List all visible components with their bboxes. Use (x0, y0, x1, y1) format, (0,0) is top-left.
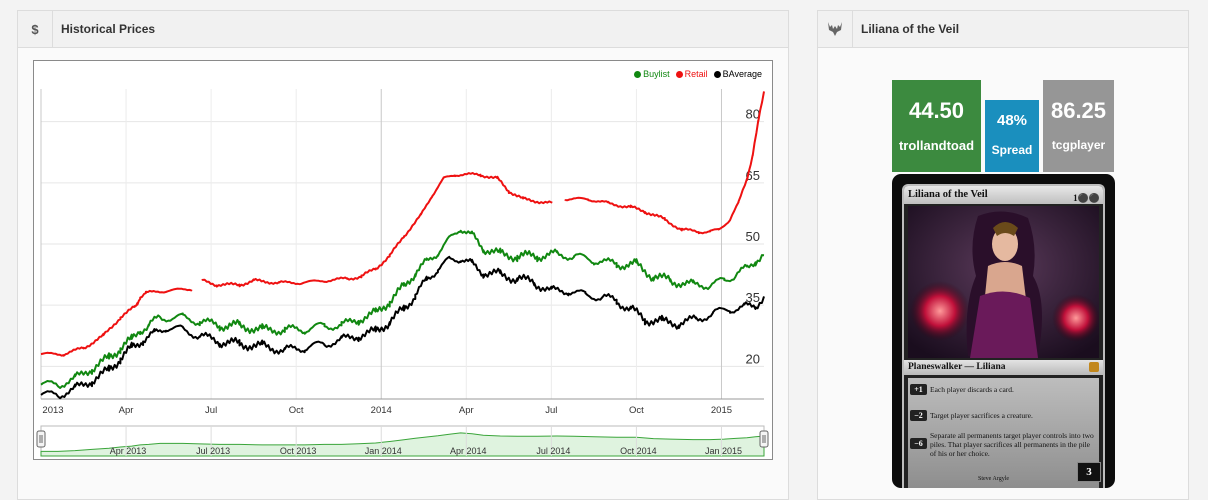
wolf-head-icon (818, 11, 853, 47)
x-tick-label: Apr (459, 405, 474, 416)
navigator-tick-label: Apr 2014 (450, 446, 487, 456)
card-name-bar: Liliana of the Veil 1⚫⚫ (904, 186, 1103, 204)
y-tick-label: 80 (746, 107, 760, 122)
set-symbol-icon (1089, 362, 1099, 372)
navigator-tick-label: Jan 2015 (705, 446, 742, 456)
legend-dot-icon (713, 70, 721, 78)
navigator-tick-label: Jul 2013 (196, 446, 230, 456)
spread-box: 48% Spread (985, 100, 1039, 172)
ability-text: Each player discards a card. (930, 385, 1014, 394)
ability-text: Target player sacrifices a creature. (930, 411, 1033, 420)
legend-retail[interactable]: Retail (675, 69, 708, 79)
series-line-retail[interactable] (40, 91, 765, 357)
card-artist: Steve Argyle (978, 476, 1010, 482)
navigator-tick-label: Jan 2014 (365, 446, 402, 456)
navigator-series (40, 432, 765, 457)
x-tick-label: 2015 (711, 405, 732, 416)
legend-label: Buylist (643, 69, 670, 79)
card-name: Liliana of the Veil (908, 189, 988, 200)
panel-header: $ Historical Prices (18, 11, 788, 48)
x-tick-label: Oct (629, 405, 644, 416)
price-chart[interactable]: 20 35 50 65 80 2013 Apr Jul Oct 2014 Apr Jul Oct 2015… (33, 60, 773, 460)
panel-title: Historical Prices (61, 22, 156, 36)
loyalty-cost: −6 (910, 438, 927, 449)
legend-label: BAverage (722, 69, 762, 79)
navigator-tick-label: Apr 2013 (110, 446, 147, 456)
navigator-handle-left[interactable] (36, 430, 46, 448)
chart-legend: Buylist Retail BAverage (634, 69, 762, 79)
legend-buylist[interactable]: Buylist (634, 69, 670, 79)
mana-cost: 1⚫⚫ (1073, 193, 1100, 203)
series-line-buylist[interactable] (40, 229, 765, 389)
card-type: Planeswalker — Liliana (908, 362, 1006, 372)
panel-title: Liliana of the Veil (861, 22, 960, 36)
loyalty-cost: −2 (910, 410, 927, 421)
x-tick-label: 2013 (42, 405, 63, 416)
legend-baverage[interactable]: BAverage (713, 69, 762, 79)
x-tick-label: 2014 (371, 405, 392, 416)
loyalty-cost: +1 (910, 384, 927, 395)
y-tick-label: 50 (746, 229, 760, 244)
card-type-bar: Planeswalker — Liliana (904, 360, 1103, 375)
x-tick-label: Oct (289, 405, 304, 416)
legend-label: Retail (684, 69, 708, 79)
card-image: Liliana of the Veil 1⚫⚫ Planeswalker — L (892, 174, 1115, 488)
card-frame: Liliana of the Veil 1⚫⚫ Planeswalker — L (902, 184, 1105, 488)
ability-text: Separate all permanents target player co… (930, 431, 1094, 458)
card-text-box: +1 Each player discards a card. −2 Targe… (908, 378, 1101, 488)
retail-price: 86.25 (1050, 98, 1107, 123)
navigator-tick-label: Oct 2014 (620, 446, 657, 456)
y-tick-label: 35 (746, 290, 760, 305)
spread-label: Spread (991, 143, 1033, 157)
card-art (908, 206, 1099, 358)
navigator-tick-label: Jul 2014 (536, 446, 570, 456)
x-tick-label: Jul (205, 405, 217, 416)
retail-vendor: tcgplayer (1051, 138, 1106, 152)
retail-price-box[interactable]: 86.25 tcgplayer (1043, 80, 1114, 172)
spread-value: 48% (996, 112, 1028, 129)
y-tick-label: 20 (746, 351, 760, 366)
loyalty-value: 3 (1077, 462, 1101, 482)
panel-header: Liliana of the Veil (818, 11, 1188, 48)
navigator-handle-right[interactable] (759, 430, 769, 448)
buylist-vendor: trollandtoad (898, 138, 975, 153)
series-line-baverage[interactable] (40, 255, 765, 400)
legend-dot-icon (675, 70, 683, 78)
x-tick-label: Apr (119, 405, 134, 416)
dollar-icon: $ (18, 11, 53, 47)
buylist-price-box[interactable]: 44.50 trollandtoad (892, 80, 981, 172)
buylist-price: 44.50 (908, 98, 965, 123)
x-tick-label: Jul (545, 405, 557, 416)
navigator-tick-label: Oct 2013 (280, 446, 317, 456)
legend-dot-icon (634, 70, 642, 78)
